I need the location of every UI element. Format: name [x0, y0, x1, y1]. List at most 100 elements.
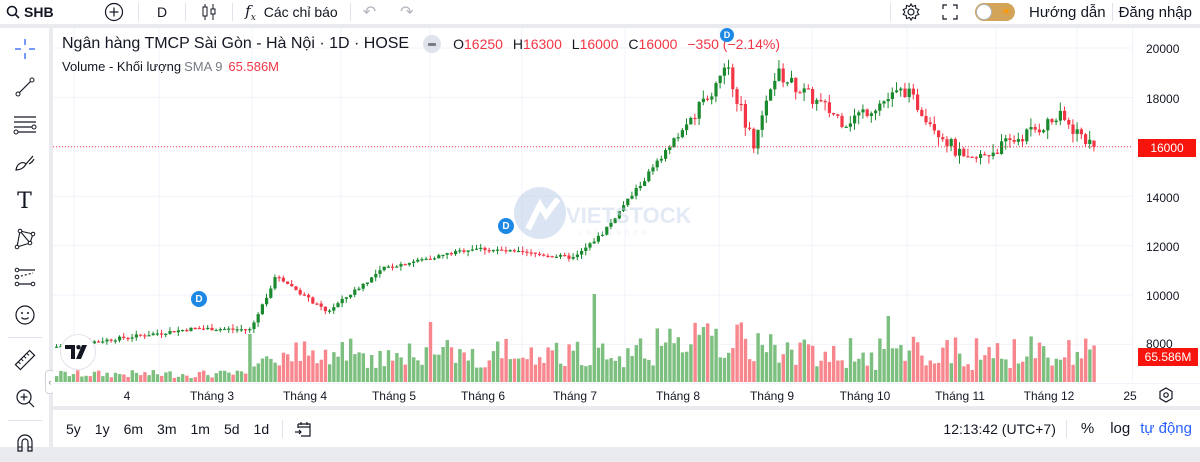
range-3m[interactable]: 3m	[157, 420, 177, 437]
fib-tool[interactable]	[0, 106, 49, 144]
svg-text:reference: reference	[580, 228, 650, 237]
time-tick: Tháng 12	[1023, 389, 1075, 403]
high-value: 16300	[522, 36, 562, 52]
time-tick: Tháng 6	[460, 389, 506, 403]
tradingview-icon	[65, 345, 87, 359]
candlestick-chart	[53, 28, 1132, 382]
drawing-toolbar: T	[0, 28, 49, 452]
zoom-in-icon	[15, 389, 34, 408]
high-key: H	[512, 36, 523, 52]
range-6m[interactable]: 6m	[123, 420, 144, 437]
sun-icon: ☀	[1000, 4, 1012, 19]
auto-scale-toggle[interactable]: tự động	[1140, 420, 1192, 437]
log-scale-toggle[interactable]: log	[1110, 420, 1131, 437]
divider	[7, 337, 42, 338]
undo-button[interactable]: ↶	[351, 0, 388, 24]
price-tick: 10000	[1146, 289, 1180, 303]
topbar-right-group: ☀ Hướng dẫn Đăng nhập	[890, 0, 1200, 24]
percent-scale-toggle[interactable]: %	[1080, 420, 1095, 437]
magnet-tool[interactable]	[0, 424, 49, 462]
chart-type-button[interactable]	[186, 0, 232, 24]
time-tick: Tháng 3	[189, 389, 235, 403]
chart-settings-button[interactable]	[1158, 387, 1174, 408]
trend-line-tool[interactable]	[0, 68, 49, 106]
dividend-badge[interactable]: D	[498, 218, 514, 234]
fullscreen-icon	[942, 4, 958, 20]
pattern-icon	[14, 228, 35, 250]
low-value: 16000	[579, 36, 619, 52]
price-tick: 12000	[1146, 240, 1180, 254]
crosshair-tool[interactable]	[0, 30, 49, 68]
pattern-tool[interactable]	[0, 220, 49, 258]
top-toolbar: SHB D fx Các chỉ báo ↶ ↷ ☀ Hướng dẫn Đăn…	[0, 0, 1200, 24]
magnet-icon	[16, 434, 33, 452]
indicators-label: Các chỉ báo	[263, 4, 338, 20]
forecast-icon	[14, 267, 35, 287]
smiley-icon	[14, 305, 35, 325]
divider	[232, 3, 234, 21]
divider	[7, 420, 42, 421]
guide-label: Hướng dẫn	[1029, 3, 1106, 21]
price-tick: 8000	[1146, 337, 1173, 351]
last-price-value: 16000	[1150, 141, 1184, 155]
dividend-badge-label: D	[195, 293, 203, 305]
login-label: Đăng nhập	[1118, 3, 1192, 21]
brush-icon	[14, 155, 35, 171]
divider	[890, 3, 891, 21]
volume-tag: 65.586M	[1138, 348, 1198, 366]
symbol-search-button[interactable]: SHB	[0, 0, 90, 24]
gear-icon	[902, 2, 920, 22]
bottom-right-group: 12:13:42 (UTC+7) % log tự động	[943, 410, 1200, 447]
guide-link[interactable]: Hướng dẫn	[1021, 0, 1112, 24]
emoji-tool[interactable]	[0, 296, 49, 334]
range-5d[interactable]: 5d	[223, 420, 240, 437]
text-tool[interactable]: T	[0, 182, 49, 220]
clock-time[interactable]: 12:13:42 (UTC+7)	[943, 420, 1056, 437]
hide-series-button[interactable]	[423, 35, 442, 53]
crosshair-icon	[14, 39, 35, 59]
interval-label: D	[157, 4, 168, 20]
chart-pane[interactable]	[53, 28, 1200, 406]
volume-tag-value: 65.586M	[1144, 350, 1192, 364]
undo-icon: ↶	[362, 4, 377, 21]
go-to-date-button[interactable]	[293, 419, 313, 439]
range-1d[interactable]: 1d	[253, 420, 270, 437]
open-key: O	[453, 36, 464, 52]
range-1m[interactable]: 1m	[190, 420, 210, 437]
time-tick: Tháng 4	[282, 389, 328, 403]
indicators-button[interactable]: fx Các chỉ báo	[233, 0, 350, 24]
function-icon: fx	[245, 1, 256, 23]
divider	[185, 3, 187, 21]
dividend-badge[interactable]: D	[191, 291, 207, 307]
vietstock-watermark: VIETSTOCK reference	[510, 185, 692, 245]
candles-icon	[202, 4, 216, 20]
range-5y[interactable]: 5y	[66, 420, 81, 437]
bottom-toolbar: 5y 1y 6m 3m 1m 5d 1d 12:13:42 (UTC+7) % …	[53, 410, 1200, 447]
svg-text:VIETSTOCK: VIETSTOCK	[566, 203, 690, 228]
tradingview-logo[interactable]	[60, 334, 96, 370]
interval-button[interactable]: D	[139, 0, 185, 24]
compare-button[interactable]	[90, 0, 138, 24]
brush-tool[interactable]	[0, 144, 49, 182]
plus-circle-icon	[104, 2, 124, 22]
divider	[1111, 3, 1113, 21]
redo-button[interactable]: ↷	[388, 0, 425, 24]
divider	[349, 3, 351, 21]
low-key: L	[571, 36, 580, 52]
divider	[1065, 419, 1067, 438]
range-1y[interactable]: 1y	[94, 420, 110, 437]
theme-toggle[interactable]: ☀	[975, 3, 1015, 21]
open-value: 16250	[464, 36, 503, 52]
dividend-badge[interactable]: D	[720, 28, 734, 42]
fullscreen-button[interactable]	[931, 0, 969, 24]
settings-button[interactable]	[891, 0, 931, 24]
time-tick: Tháng 11	[935, 389, 985, 403]
price-axis[interactable]: 20000 18000 14000 12000 10000 8000 16000…	[1132, 28, 1200, 382]
login-link[interactable]: Đăng nhập	[1113, 0, 1200, 24]
ohlc-values: O16250 H16300 L16000 C16000 −350 (−2.14%…	[453, 36, 780, 52]
search-icon	[6, 5, 20, 19]
prediction-tool[interactable]	[0, 258, 49, 296]
time-axis[interactable]: 4 Tháng 3 Tháng 4 Tháng 5 Tháng 6 Tháng …	[53, 383, 1200, 406]
zoom-in-tool[interactable]	[0, 379, 49, 417]
measure-tool[interactable]	[0, 341, 49, 379]
